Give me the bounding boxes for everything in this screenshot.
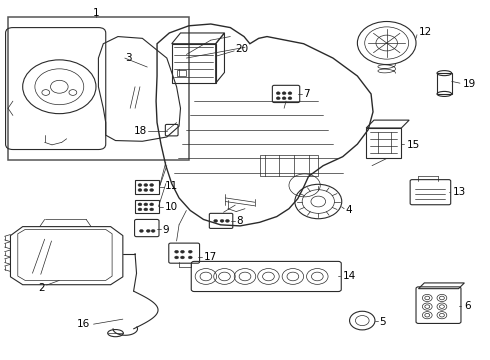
Circle shape [214, 220, 218, 222]
Text: 5: 5 [379, 317, 386, 327]
Circle shape [220, 220, 224, 222]
Circle shape [150, 184, 154, 186]
Text: 18: 18 [134, 126, 147, 135]
Circle shape [282, 92, 286, 95]
Text: 19: 19 [463, 79, 476, 89]
Text: 14: 14 [343, 271, 356, 282]
Circle shape [180, 250, 184, 253]
Circle shape [144, 189, 148, 192]
Circle shape [138, 189, 142, 192]
Circle shape [147, 229, 150, 232]
Circle shape [138, 203, 142, 206]
Bar [172, 44, 216, 83]
Text: 13: 13 [453, 187, 466, 197]
Text: 3: 3 [125, 53, 132, 63]
Bar [176, 69, 186, 76]
Text: 20: 20 [235, 44, 248, 54]
Circle shape [188, 250, 192, 253]
Circle shape [140, 229, 144, 232]
Circle shape [282, 97, 286, 100]
Circle shape [276, 97, 280, 100]
Circle shape [276, 92, 280, 95]
Bar [135, 180, 159, 194]
Circle shape [138, 208, 142, 211]
Text: 9: 9 [162, 225, 169, 235]
Circle shape [144, 184, 148, 186]
Text: 16: 16 [77, 319, 90, 329]
Circle shape [150, 208, 154, 211]
Circle shape [144, 208, 148, 211]
Text: 8: 8 [236, 216, 243, 226]
Text: 10: 10 [165, 202, 178, 212]
Circle shape [188, 256, 192, 259]
Circle shape [174, 250, 178, 253]
Bar [135, 200, 159, 213]
Text: 15: 15 [407, 140, 420, 150]
Text: 7: 7 [303, 89, 309, 99]
Bar [8, 17, 189, 160]
Circle shape [138, 184, 142, 186]
Circle shape [150, 189, 154, 192]
Bar [437, 73, 452, 94]
Text: 12: 12 [418, 27, 432, 37]
Text: 2: 2 [38, 283, 45, 293]
Text: 4: 4 [345, 205, 352, 215]
Text: 17: 17 [203, 252, 217, 262]
Text: 11: 11 [165, 181, 178, 192]
Circle shape [288, 92, 292, 95]
Circle shape [151, 229, 155, 232]
Bar [260, 155, 318, 176]
Circle shape [150, 203, 154, 206]
Circle shape [180, 256, 184, 259]
Text: 1: 1 [93, 8, 99, 18]
Text: 6: 6 [464, 301, 470, 311]
Bar [366, 128, 401, 158]
Circle shape [288, 97, 292, 100]
Circle shape [144, 203, 148, 206]
Circle shape [225, 220, 229, 222]
Circle shape [174, 256, 178, 259]
